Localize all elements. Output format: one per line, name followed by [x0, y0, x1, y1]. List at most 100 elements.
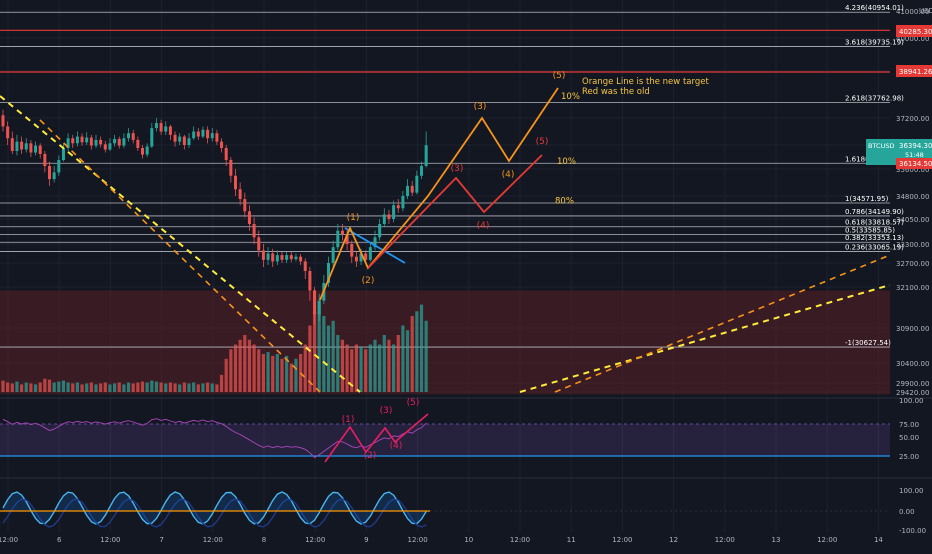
price-tick-label: 30900.00 [896, 325, 929, 333]
candle-body [313, 290, 317, 315]
candle-body [196, 131, 200, 137]
candle-body [220, 141, 224, 148]
candle-body [382, 214, 386, 224]
countdown-text: 51:48 [905, 151, 924, 159]
candle-body [234, 175, 237, 190]
candle-body [261, 250, 265, 260]
price-badge-text: 36134.50 [899, 160, 932, 168]
blue-trendline [344, 227, 406, 264]
volume-bar [201, 383, 205, 392]
candle-body [24, 143, 28, 150]
volume-bar [368, 344, 372, 392]
time-tick-label: 9 [364, 536, 368, 544]
volume-bar [275, 354, 279, 392]
wave-label-orange: (4) [502, 170, 515, 180]
fib-level-label: 4.236(40954.01) [845, 4, 904, 12]
volume-bar [331, 320, 335, 392]
rsi-wave-path [324, 413, 429, 463]
volume-bar [266, 352, 270, 392]
candle-body [299, 256, 303, 262]
volume-bar [247, 339, 252, 392]
volume-bar [392, 344, 396, 392]
volume-bar [252, 344, 256, 392]
osc-line-slow [2, 498, 427, 528]
candle-body [252, 224, 256, 238]
candle-body [66, 138, 70, 148]
candle-body [243, 199, 247, 212]
red-zone [0, 290, 890, 395]
volume-bar [1, 380, 5, 392]
price-badge-text: 40285.30 [899, 28, 932, 36]
time-tick-label: 7 [159, 536, 163, 544]
time-tick-label: 12:00 [510, 536, 530, 544]
wave-label-red: (5) [536, 137, 549, 147]
volume-bar [359, 346, 363, 392]
orange-projection [319, 87, 559, 301]
time-tick-label: 10 [464, 536, 473, 544]
time-tick-label: 12 [669, 536, 678, 544]
volume-bar [140, 381, 145, 392]
candle-body [308, 271, 312, 291]
candle-body [271, 253, 275, 262]
volume-bar [178, 384, 182, 392]
volume-bar [159, 382, 163, 392]
volume-bar [382, 335, 386, 392]
price-tick-label: 35600.00 [896, 166, 929, 174]
candle-body [89, 137, 93, 146]
osc-fill [3, 492, 427, 524]
candle-body [215, 133, 219, 142]
price-badge [896, 158, 932, 169]
volume-bar [33, 384, 38, 392]
volume-bar [168, 382, 172, 392]
fib-level-label: 0.236(33065.19) [845, 243, 904, 251]
volume-bar [173, 383, 177, 392]
wave-label-orange: (2) [362, 276, 375, 286]
volume-bar [52, 382, 56, 392]
rsi-line [2, 418, 427, 459]
time-tick-label: 14 [874, 536, 883, 544]
time-tick-label: 8 [262, 536, 266, 544]
candle-body [285, 255, 289, 260]
candle-body [154, 123, 158, 129]
volume-bar [336, 335, 340, 392]
candle-body [113, 138, 117, 144]
wave-label-orange: (1) [347, 213, 360, 223]
price-tick-label: 40000.00 [896, 35, 929, 43]
time-tick-label: 12:00 [817, 536, 837, 544]
rsi-wave-label: (2) [364, 451, 377, 461]
rsi-wave-label: (3) [380, 406, 393, 416]
price-tick-label: 32100.00 [896, 284, 929, 292]
time-tick-label: 6 [57, 536, 62, 544]
percent-label: 80% [555, 196, 574, 206]
volume-bar [350, 349, 354, 392]
candle-body [192, 131, 196, 139]
fib-level-label: 3.618(39735.19) [845, 39, 904, 47]
candle-body [368, 247, 372, 260]
osc-tick-label: -100.00 [899, 527, 926, 535]
volume-bar [117, 382, 121, 392]
volume-bar [405, 330, 410, 392]
candle-body [331, 247, 335, 263]
candle-body [187, 138, 191, 145]
volume-bar [401, 325, 405, 392]
volume-bar [10, 383, 14, 392]
volume-bar [145, 382, 149, 392]
volume-bar [24, 382, 28, 392]
time-tick-label: 12:00 [100, 536, 120, 544]
volume-bar [233, 344, 238, 392]
volume-bar [47, 379, 52, 392]
volume-bar [289, 363, 293, 392]
candle-body [99, 139, 103, 145]
volume-bar [215, 384, 219, 392]
volume-bar [271, 355, 275, 392]
osc-line-fast [2, 491, 427, 525]
volume-bar [61, 380, 66, 392]
volume-bar [322, 316, 326, 392]
candle-body [373, 237, 377, 248]
candle-body [29, 143, 33, 153]
osc-tick-label: 0.00 [899, 508, 915, 516]
fib-level-label: -1(30627.54) [845, 339, 891, 347]
volume-bar [187, 383, 191, 392]
fib-level-label: 0.786(34149.90) [845, 208, 904, 216]
